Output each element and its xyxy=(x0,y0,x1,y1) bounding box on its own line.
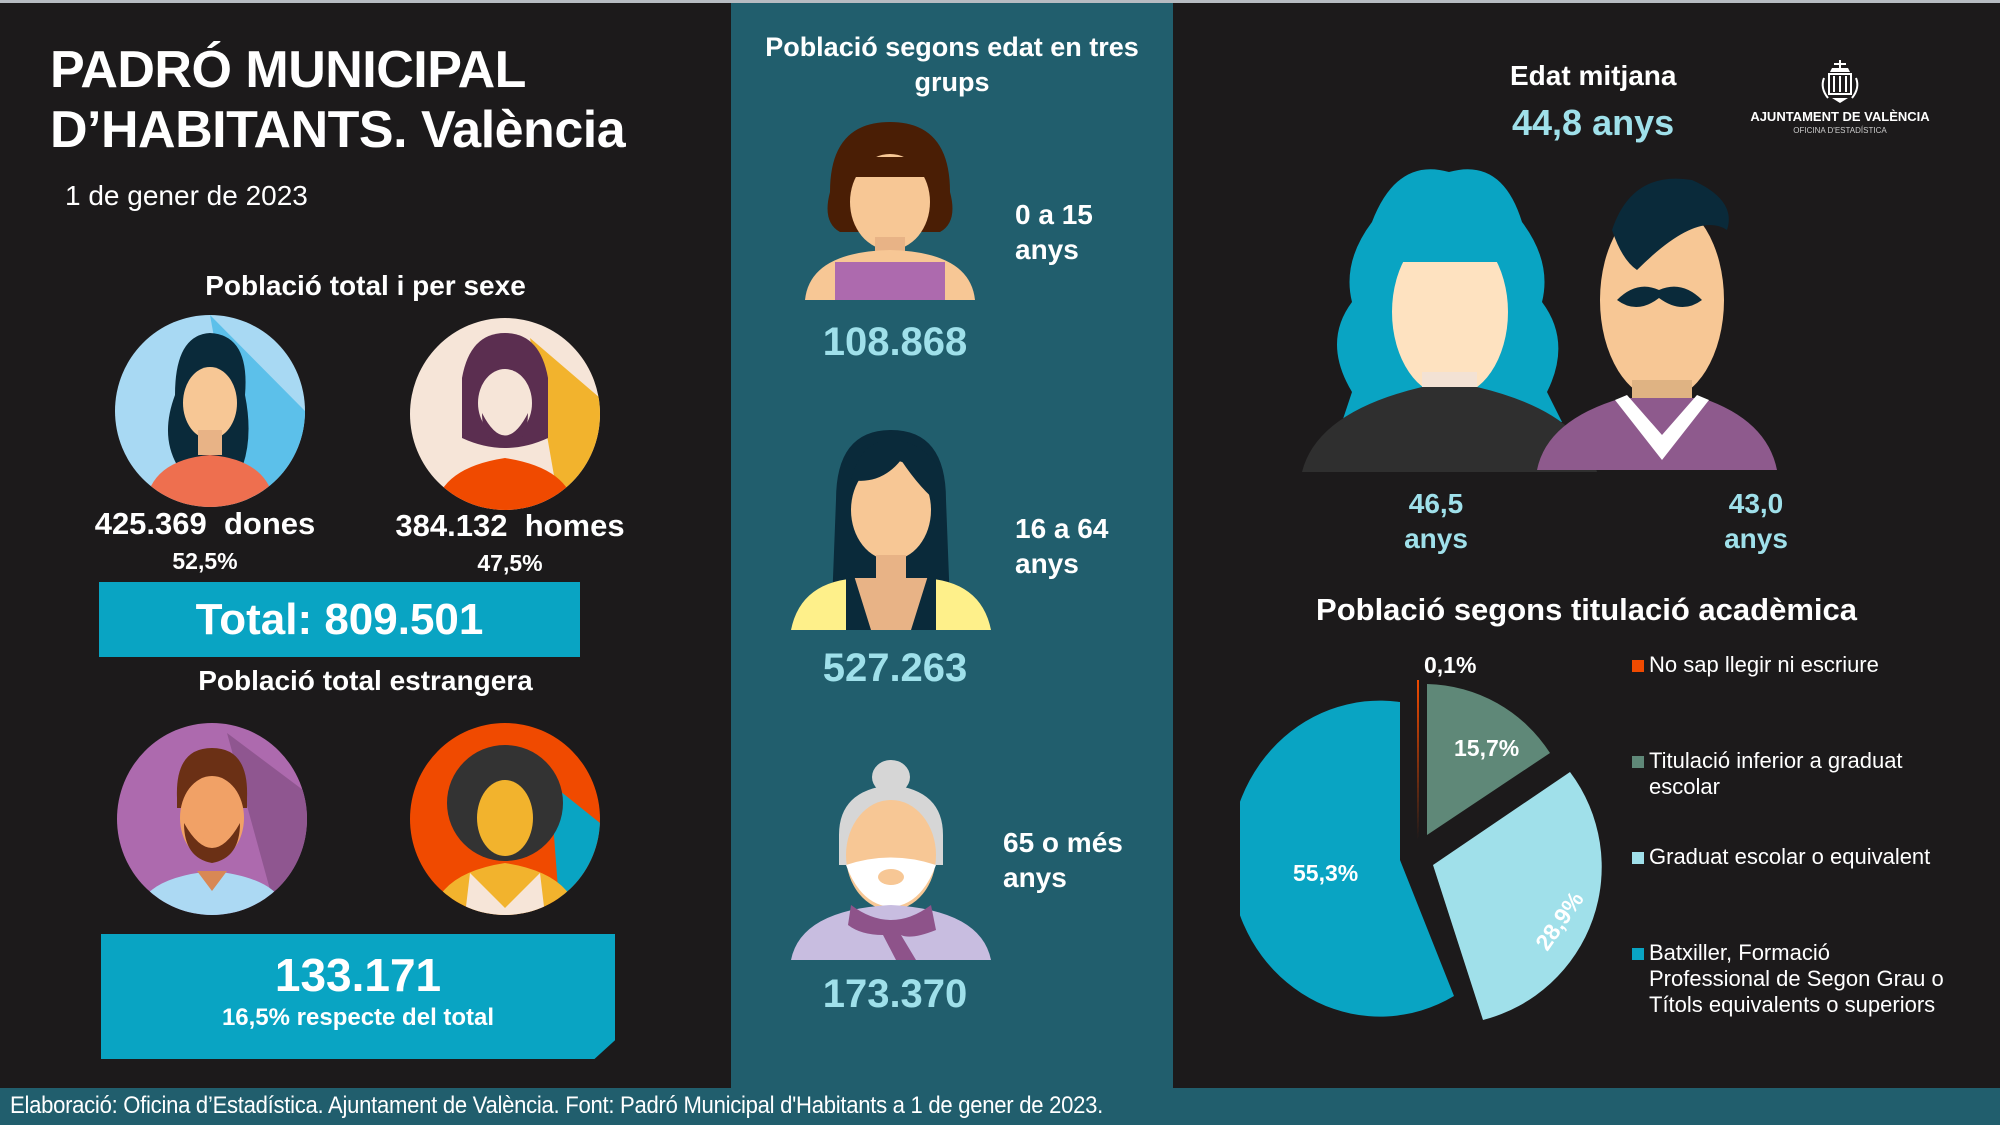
foreign-section-title: Població total estrangera xyxy=(198,665,533,696)
legend-swatch xyxy=(1632,660,1644,672)
women-count: 425.369 dones xyxy=(94,506,316,541)
foreign-woman-avatar-icon xyxy=(410,723,600,915)
age-group-2-label: 65 o més anys xyxy=(1003,827,1123,893)
age-groups-panel xyxy=(731,3,1173,1088)
report-date: 1 de gener de 2023 xyxy=(65,180,308,211)
age-group-1-count: 527.263 xyxy=(822,646,968,690)
pie-slice-graduat xyxy=(1433,772,1602,1020)
legend-swatch xyxy=(1632,852,1644,864)
women-mean-age: 46,5 anys xyxy=(1404,488,1468,554)
men-percent: 47,5% xyxy=(477,550,543,576)
child-icon xyxy=(800,122,980,302)
elder-icon xyxy=(791,755,991,960)
total-population-value: Total: 809.501 xyxy=(195,594,484,644)
age-group-1-label: 16 a 64 anys xyxy=(1015,513,1109,579)
total-population-box: Total: 809.501 xyxy=(99,582,580,657)
education-title: Població segons titulació acadèmica xyxy=(1316,592,1857,627)
logo-name: AJUNTAMENT DE VALÈNCIA xyxy=(1750,109,1930,124)
city-logo: AJUNTAMENT DE VALÈNCIA OFICINA D'ESTADÍS… xyxy=(1745,58,1935,135)
men-count: 384.132 homes xyxy=(395,508,625,543)
mean-age-title: Edat mitjana xyxy=(1510,60,1677,91)
man-avatar-icon xyxy=(410,318,600,510)
left-panel xyxy=(0,3,731,1088)
pie-label-1: 15,7% xyxy=(1454,735,1520,761)
foreign-population-percent: 16,5% respecte del total xyxy=(221,1004,495,1031)
woman-mean-age-icon xyxy=(1302,162,1597,474)
women-percent: 52,5% xyxy=(172,548,238,574)
age-groups-title: Població segons edat en tres grups xyxy=(765,32,1139,97)
legend-swatch xyxy=(1632,756,1644,768)
footer-source-text: Elaboració: Oficina d’Estadística. Ajunt… xyxy=(10,1092,1103,1119)
logo-subtitle: OFICINA D'ESTADÍSTICA xyxy=(1793,126,1887,135)
pie-label-0: 0,1% xyxy=(1424,652,1477,678)
pie-slice-batxiller xyxy=(1229,700,1454,1017)
footer: Elaboració: Oficina d’Estadística. Ajunt… xyxy=(0,1088,2000,1125)
foreign-man-avatar-icon xyxy=(117,723,307,915)
woman-avatar-icon xyxy=(115,315,305,507)
coat-of-arms-icon xyxy=(1821,60,1859,103)
mean-age-value: 44,8 anys xyxy=(1512,102,1675,143)
sex-section-title: Població total i per sexe xyxy=(205,270,526,301)
legend-swatch xyxy=(1632,948,1644,960)
foreign-population-box: 133.171 16,5% respecte del total xyxy=(101,934,615,1059)
education-pie-chart xyxy=(1229,660,1620,1040)
man-mean-age-icon xyxy=(1537,170,1777,475)
foreign-population-count: 133.171 xyxy=(274,949,442,1001)
age-group-0-label: 0 a 15 anys xyxy=(1015,199,1093,265)
pie-slice-inferior xyxy=(1427,684,1550,835)
adult-icon xyxy=(791,430,991,630)
title-line-2: D’HABITANTS. València xyxy=(50,101,626,159)
pie-slice-no-sap xyxy=(1417,680,1419,840)
page-title: PADRÓ MUNICIPAL D’HABITANTS. València xyxy=(50,40,626,160)
top-border xyxy=(0,0,2000,3)
age-group-0-count: 108.868 xyxy=(822,320,968,364)
title-line-1: PADRÓ MUNICIPAL xyxy=(50,41,526,99)
men-mean-age: 43,0 anys xyxy=(1724,488,1788,554)
age-group-2-count: 173.370 xyxy=(822,972,968,1016)
pie-label-3: 55,3% xyxy=(1293,860,1359,886)
